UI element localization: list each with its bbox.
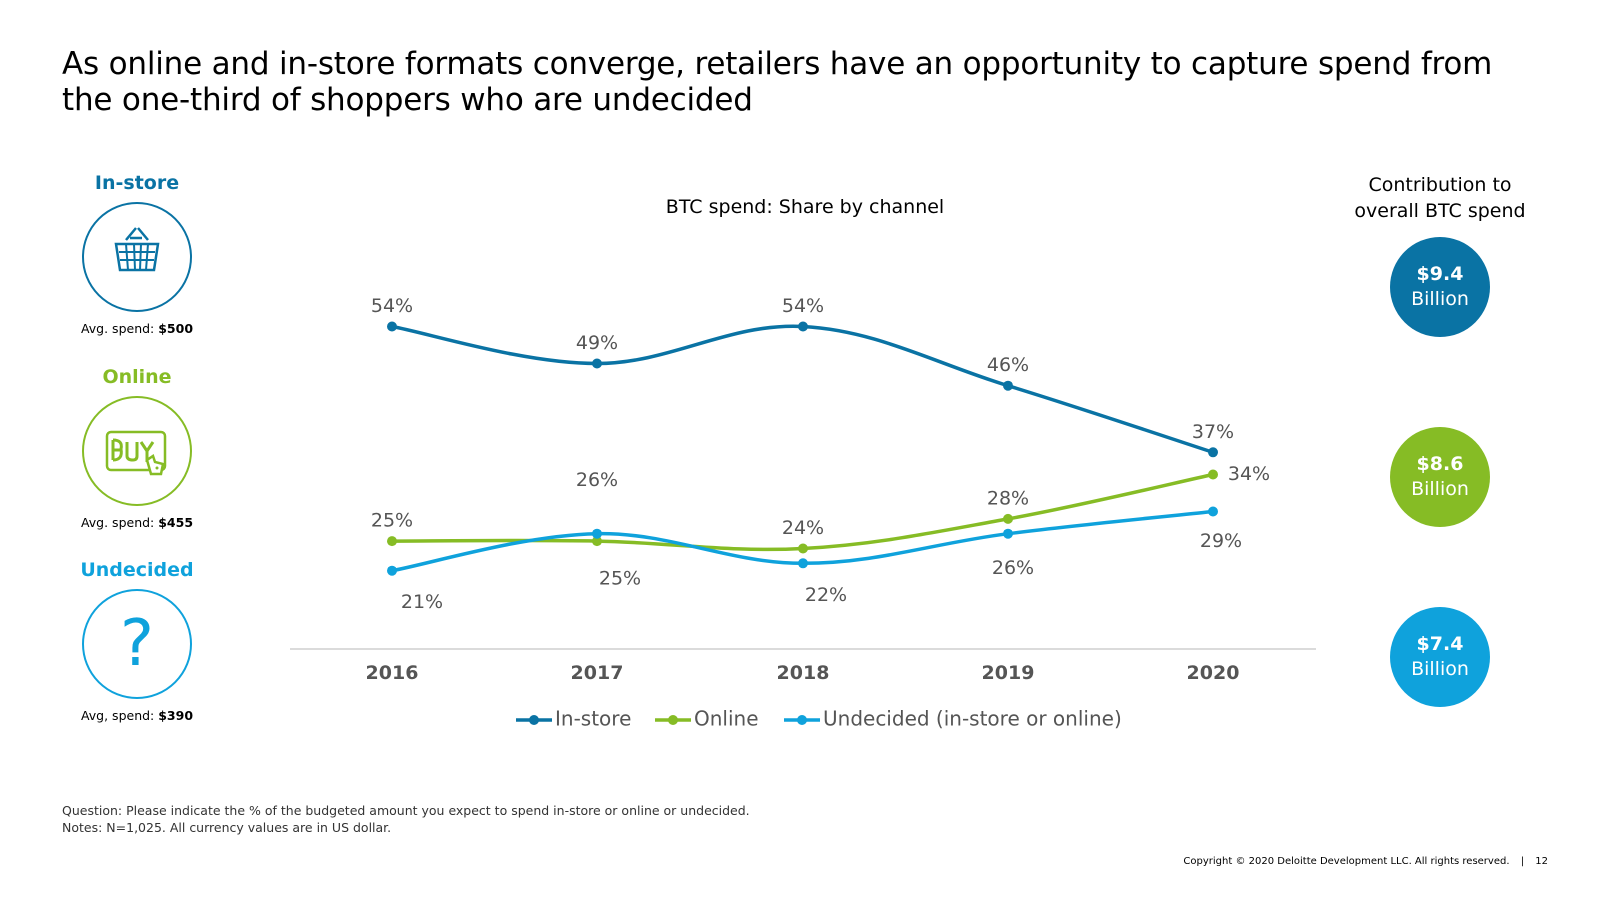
question-mark-icon: ?: [120, 607, 154, 681]
contribution-title-line2: overall BTC spend: [1354, 200, 1526, 222]
data-point: [592, 358, 602, 369]
contribution-title: Contribution to overall BTC spend: [1335, 172, 1545, 224]
sample-note: Notes: N=1,025. All currency values are …: [62, 820, 392, 835]
legend-marker: [668, 715, 678, 725]
category-circle: ?: [82, 589, 192, 699]
avg-spend-label: Avg, spend:: [80, 708, 159, 723]
category-circle: [82, 202, 192, 312]
data-label: 28%: [987, 487, 1029, 509]
data-point: [1208, 469, 1218, 480]
legend-label: In-store: [555, 707, 631, 731]
data-point: [387, 565, 397, 576]
data-label: 54%: [371, 295, 413, 317]
data-label: 46%: [987, 354, 1029, 376]
category-label: In-store: [94, 172, 180, 194]
avg-spend: Avg, spend: $390: [62, 708, 212, 723]
data-label: 24%: [782, 517, 824, 539]
category-in-store: In-store Avg. spend: $500: [62, 172, 212, 336]
contribution-title-line1: Contribution to: [1368, 174, 1512, 196]
data-label: 49%: [576, 332, 618, 354]
category-label: Undecided: [80, 559, 194, 581]
contribution-amount: $9.4: [1416, 263, 1464, 285]
avg-spend-label: Avg. spend:: [80, 515, 159, 530]
legend-label: Online: [694, 707, 759, 731]
legend-label: Undecided (in-store or online): [823, 707, 1122, 731]
data-label: 21%: [401, 591, 443, 613]
category-online: Online Avg. spend: $455: [62, 366, 212, 530]
data-point: [1208, 447, 1218, 458]
page-title: As online and in-store formats converge,…: [62, 46, 1493, 118]
question-note: Question: Please indicate the % of the b…: [62, 803, 750, 818]
data-label: 29%: [1200, 530, 1242, 552]
data-label: 26%: [576, 469, 618, 491]
notes: Question: Please indicate the % of the b…: [62, 802, 750, 836]
legend-marker: [529, 715, 539, 725]
x-tick-label: 2019: [982, 662, 1035, 684]
data-point: [1003, 513, 1013, 524]
contribution-amount: $8.6: [1416, 453, 1464, 475]
category-circle: [82, 396, 192, 506]
contribution-unit: Billion: [1411, 478, 1469, 500]
data-point: [798, 543, 808, 554]
x-tick-label: 2017: [571, 662, 624, 684]
data-point: [1208, 506, 1218, 517]
contribution-bubble-in-store: $9.4 Billion: [1390, 237, 1490, 337]
data-point: [798, 321, 808, 332]
avg-spend-value: $500: [158, 321, 194, 336]
contribution-bubble-undecided: $7.4 Billion: [1390, 607, 1490, 707]
avg-spend-value: $455: [158, 515, 194, 530]
contribution-bubble-online: $8.6 Billion: [1390, 427, 1490, 527]
data-point: [798, 558, 808, 569]
avg-spend-value: $390: [158, 708, 194, 723]
contribution-amount: $7.4: [1416, 633, 1464, 655]
avg-spend: Avg. spend: $455: [62, 515, 212, 530]
contribution-unit: Billion: [1411, 288, 1469, 310]
chart-title: BTC spend: Share by channel: [665, 196, 945, 218]
footer-separator: |: [1520, 856, 1525, 867]
category-undecided: Undecided ? Avg, spend: $390: [62, 559, 212, 723]
data-label: 37%: [1192, 421, 1234, 443]
data-label: 26%: [992, 557, 1034, 579]
data-point: [387, 321, 397, 332]
data-point: [1003, 380, 1013, 391]
shopping-basket-icon: [114, 227, 160, 272]
buy-screen-icon: [105, 430, 167, 476]
data-point: [387, 536, 397, 547]
data-point: [1003, 528, 1013, 539]
data-label: 25%: [599, 568, 641, 590]
avg-spend: Avg. spend: $500: [62, 321, 212, 336]
x-tick-label: 2016: [366, 662, 419, 684]
data-label: 34%: [1228, 463, 1270, 485]
contribution-unit: Billion: [1411, 658, 1469, 680]
page-number: 12: [1535, 856, 1548, 867]
data-label: 25%: [371, 510, 413, 532]
x-tick-label: 2018: [777, 662, 830, 684]
series-line-0: [390, 324, 1215, 455]
legend-marker: [797, 715, 807, 725]
category-label: Online: [102, 366, 172, 388]
data-label: 54%: [782, 295, 824, 317]
avg-spend-label: Avg. spend:: [80, 321, 159, 336]
x-tick-label: 2020: [1187, 662, 1240, 684]
data-label: 22%: [805, 584, 847, 606]
data-point: [592, 528, 602, 539]
copyright-text: Copyright © 2020 Deloitte Development LL…: [1183, 856, 1510, 867]
footer: Copyright © 2020 Deloitte Development LL…: [1183, 856, 1548, 867]
data-point: [592, 536, 602, 547]
